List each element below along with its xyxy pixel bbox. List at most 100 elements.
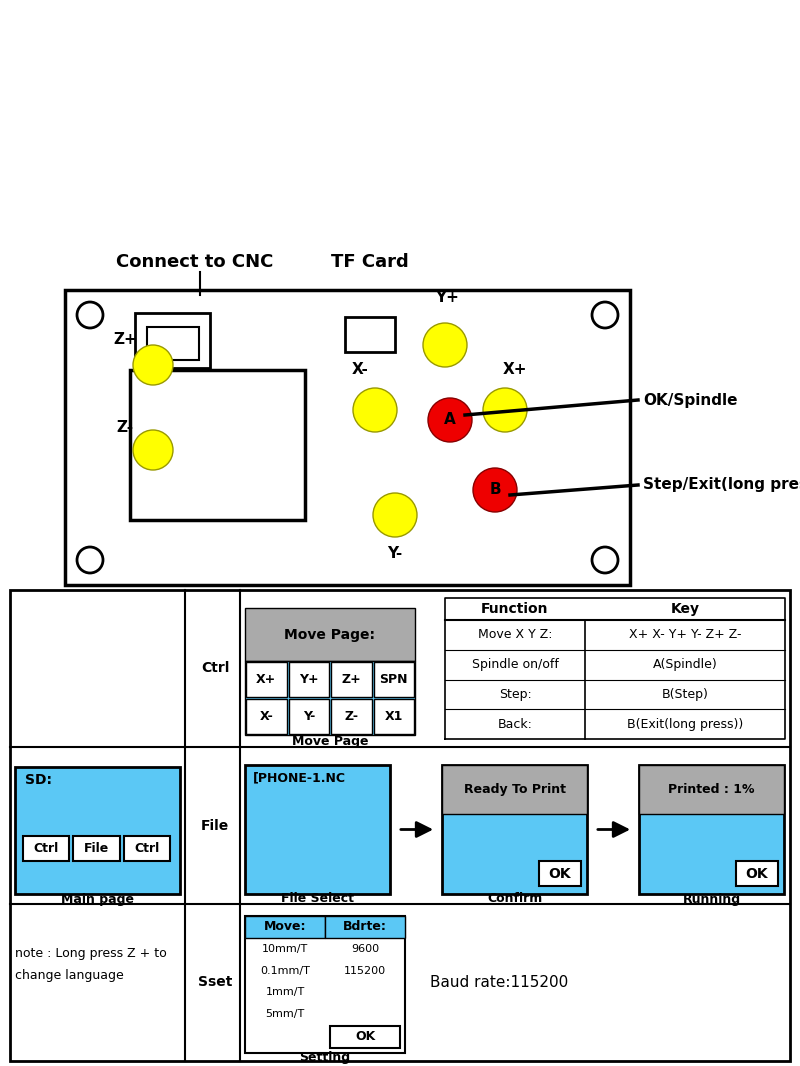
- Bar: [15, 768, 180, 894]
- Bar: [325, 916, 405, 938]
- Bar: [135, 313, 210, 368]
- Text: Back:: Back:: [498, 717, 533, 730]
- Text: Spindle on/off: Spindle on/off: [471, 658, 558, 672]
- Bar: [65, 290, 630, 585]
- Text: X-: X-: [351, 362, 369, 377]
- Text: Setting: Setting: [299, 1050, 350, 1064]
- Bar: [442, 765, 587, 894]
- Bar: [246, 699, 286, 734]
- Bar: [639, 765, 784, 894]
- Bar: [539, 861, 581, 886]
- Text: Move:: Move:: [264, 921, 306, 934]
- Bar: [246, 662, 286, 697]
- Circle shape: [473, 468, 517, 512]
- Bar: [374, 699, 414, 734]
- Text: Move X Y Z:: Move X Y Z:: [478, 628, 552, 642]
- Text: 10mm/T: 10mm/T: [262, 943, 308, 954]
- Bar: [442, 765, 587, 814]
- Bar: [147, 327, 199, 360]
- Text: B(Step): B(Step): [662, 688, 709, 700]
- Bar: [245, 765, 390, 894]
- Text: Move Page:: Move Page:: [285, 628, 375, 642]
- Circle shape: [133, 345, 173, 385]
- Text: 115200: 115200: [344, 966, 386, 975]
- Text: Z+: Z+: [342, 674, 361, 687]
- Bar: [245, 916, 405, 1053]
- Bar: [245, 916, 325, 938]
- Text: OK: OK: [355, 1031, 375, 1044]
- Text: 0.1mm/T: 0.1mm/T: [260, 966, 310, 975]
- Text: Y-: Y-: [387, 546, 402, 561]
- Bar: [289, 699, 329, 734]
- Text: Confirm: Confirm: [487, 892, 542, 905]
- Bar: [639, 765, 784, 814]
- Text: Bdrte:: Bdrte:: [343, 921, 387, 934]
- Text: Step:: Step:: [498, 688, 531, 700]
- Text: Z+: Z+: [113, 333, 137, 348]
- Text: Connect to CNC: Connect to CNC: [116, 253, 274, 271]
- Bar: [130, 370, 305, 520]
- Circle shape: [592, 302, 618, 328]
- Bar: [736, 861, 778, 886]
- Circle shape: [77, 547, 103, 574]
- Text: Y+: Y+: [435, 291, 459, 306]
- Bar: [245, 661, 415, 734]
- Circle shape: [483, 388, 527, 432]
- Text: 5mm/T: 5mm/T: [266, 1010, 305, 1019]
- Text: Move Page: Move Page: [292, 734, 368, 747]
- Text: A: A: [444, 413, 456, 427]
- Text: X-: X-: [259, 710, 273, 723]
- Text: B(Exit(long press)): B(Exit(long press)): [627, 717, 743, 730]
- Bar: [23, 836, 70, 860]
- Text: Baud rate:115200: Baud rate:115200: [430, 975, 568, 990]
- Circle shape: [353, 388, 397, 432]
- Text: [PHONE-1.NC: [PHONE-1.NC: [253, 772, 346, 785]
- Circle shape: [428, 398, 472, 442]
- Text: Running: Running: [682, 892, 741, 905]
- Text: OK: OK: [746, 867, 768, 881]
- Text: X+: X+: [256, 674, 276, 687]
- Text: File: File: [84, 841, 109, 855]
- Text: X+ X- Y+ Y- Z+ Z-: X+ X- Y+ Y- Z+ Z-: [629, 628, 742, 642]
- Bar: [374, 662, 414, 697]
- Bar: [289, 662, 329, 697]
- Bar: [345, 317, 395, 352]
- Text: SD:: SD:: [25, 773, 52, 787]
- Circle shape: [133, 430, 173, 470]
- Bar: [330, 1025, 400, 1048]
- Bar: [10, 589, 790, 1061]
- Bar: [74, 836, 120, 860]
- Bar: [245, 608, 415, 661]
- Text: B: B: [489, 483, 501, 498]
- Text: X+: X+: [502, 362, 527, 377]
- Text: Ctrl: Ctrl: [34, 841, 58, 855]
- Text: Main page: Main page: [61, 892, 134, 905]
- Text: OK/Spindle: OK/Spindle: [643, 392, 738, 407]
- Bar: [331, 699, 371, 734]
- Circle shape: [373, 492, 417, 537]
- Text: Function: Function: [482, 602, 549, 616]
- Text: Ready To Print: Ready To Print: [463, 784, 566, 796]
- Text: Ctrl: Ctrl: [134, 841, 159, 855]
- Text: Printed : 1%: Printed : 1%: [668, 784, 754, 796]
- Text: 9600: 9600: [351, 943, 379, 954]
- Circle shape: [592, 547, 618, 574]
- Text: File Select: File Select: [281, 892, 354, 905]
- Text: SPN: SPN: [379, 674, 408, 687]
- Text: Y+: Y+: [299, 674, 318, 687]
- Bar: [124, 836, 170, 860]
- Text: Y-: Y-: [302, 710, 315, 723]
- Circle shape: [77, 302, 103, 328]
- Text: Ctrl: Ctrl: [201, 662, 229, 676]
- Text: Z-: Z-: [117, 420, 134, 435]
- Circle shape: [423, 323, 467, 367]
- Text: File: File: [201, 819, 229, 833]
- Text: Key: Key: [670, 602, 699, 616]
- Text: OK: OK: [549, 867, 571, 881]
- Text: A(Spindle): A(Spindle): [653, 658, 718, 672]
- Text: X1: X1: [385, 710, 403, 723]
- Text: Step/Exit(long press): Step/Exit(long press): [643, 478, 800, 492]
- Text: Z-: Z-: [344, 710, 358, 723]
- Text: 1mm/T: 1mm/T: [266, 987, 305, 998]
- Bar: [331, 662, 371, 697]
